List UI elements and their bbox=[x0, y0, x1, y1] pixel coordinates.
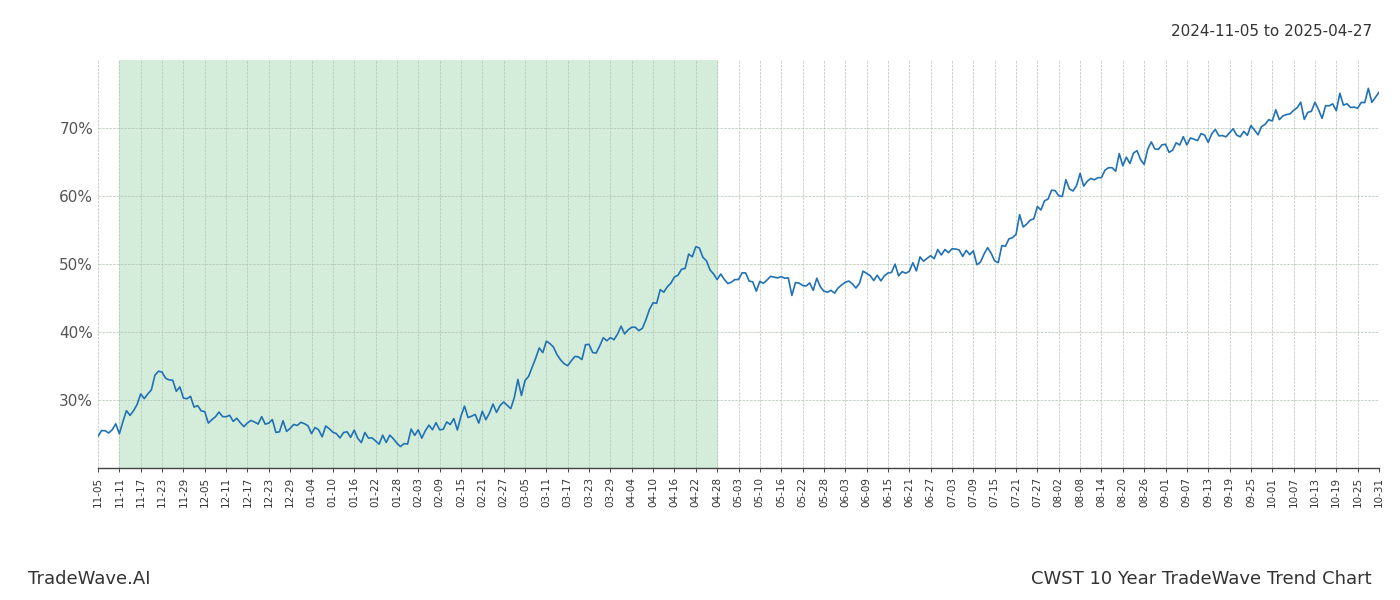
Bar bbox=[119, 60, 717, 468]
Text: TradeWave.AI: TradeWave.AI bbox=[28, 570, 151, 588]
Text: 2024-11-05 to 2025-04-27: 2024-11-05 to 2025-04-27 bbox=[1170, 24, 1372, 39]
Text: CWST 10 Year TradeWave Trend Chart: CWST 10 Year TradeWave Trend Chart bbox=[1032, 570, 1372, 588]
